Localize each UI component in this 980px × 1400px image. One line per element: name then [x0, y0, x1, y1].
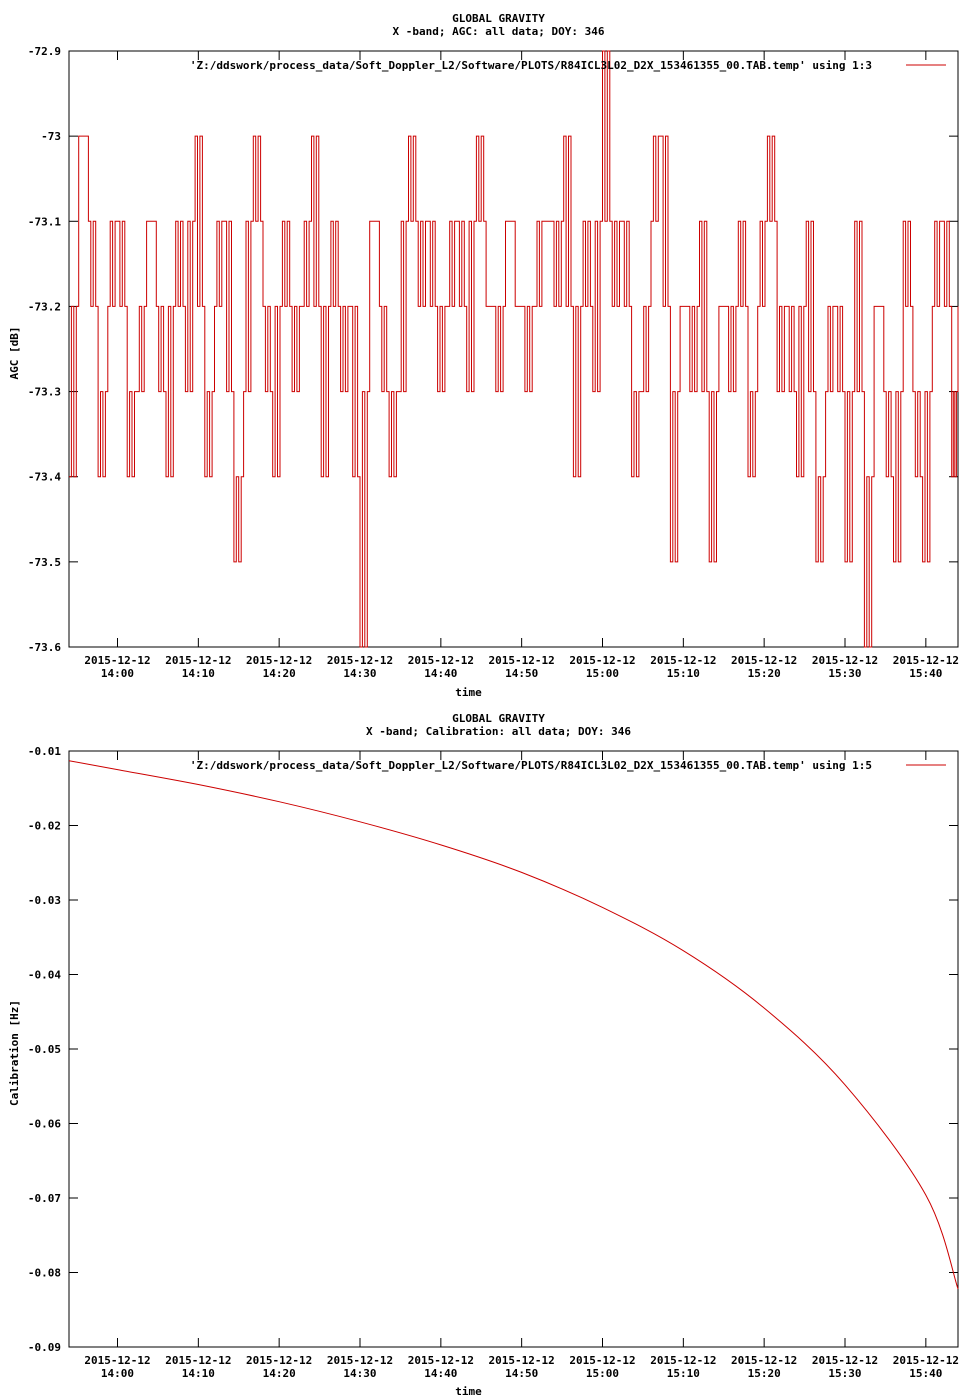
x-tick-date-label: 2015-12-12 [327, 1354, 393, 1367]
x-tick-date-label: 2015-12-12 [84, 1354, 150, 1367]
x-tick-time-label: 14:20 [263, 1367, 296, 1380]
x-tick-date-label: 2015-12-12 [893, 654, 959, 667]
y-tick-label: -0.05 [28, 1043, 61, 1056]
x-tick-time-label: 14:10 [182, 667, 215, 680]
y-tick-label: -0.06 [28, 1118, 61, 1131]
x-tick-time-label: 14:10 [182, 1367, 215, 1380]
x-tick-time-label: 14:30 [343, 1367, 376, 1380]
chart-title: GLOBAL GRAVITY [452, 712, 545, 725]
y-tick-label: -0.08 [28, 1267, 61, 1280]
x-tick-time-label: 14:50 [505, 667, 538, 680]
x-tick-date-label: 2015-12-12 [893, 1354, 959, 1367]
x-tick-date-label: 2015-12-12 [408, 654, 474, 667]
x-tick-date-label: 2015-12-12 [165, 1354, 231, 1367]
series-line-1 [69, 50, 959, 648]
x-tick-time-label: 14:30 [343, 667, 376, 680]
x-tick-date-label: 2015-12-12 [650, 1354, 716, 1367]
x-axis-label: time [455, 1385, 482, 1398]
x-axis-label: time [455, 686, 482, 699]
x-tick-time-label: 15:20 [748, 667, 781, 680]
x-tick-time-label: 15:10 [667, 1367, 700, 1380]
chart-subtitle: X -band; AGC: all data; DOY: 346 [393, 25, 605, 38]
y-tick-label: -73.3 [28, 386, 61, 399]
y-tick-label: -73.2 [28, 300, 61, 313]
y-axis-label: Calibration [Hz] [8, 1000, 21, 1106]
y-tick-label: -73.5 [28, 556, 61, 569]
x-tick-date-label: 2015-12-12 [569, 654, 635, 667]
x-tick-date-label: 2015-12-12 [408, 1354, 474, 1367]
x-tick-date-label: 2015-12-12 [569, 1354, 635, 1367]
y-tick-label: -73.4 [28, 471, 61, 484]
legend-entry: 'Z:/ddswork/process_data/Soft_Doppler_L2… [190, 759, 872, 772]
y-tick-label: -72.9 [28, 45, 61, 58]
x-tick-time-label: 15:00 [586, 1367, 619, 1380]
x-tick-time-label: 15:40 [909, 667, 942, 680]
x-tick-time-label: 15:40 [909, 1367, 942, 1380]
legend-entry: 'Z:/ddswork/process_data/Soft_Doppler_L2… [190, 59, 872, 72]
x-tick-time-label: 14:20 [263, 667, 296, 680]
x-tick-time-label: 15:20 [748, 1367, 781, 1380]
y-axis-label: AGC [dB] [8, 327, 21, 380]
x-tick-time-label: 15:10 [667, 667, 700, 680]
x-tick-date-label: 2015-12-12 [327, 654, 393, 667]
x-tick-date-label: 2015-12-12 [731, 1354, 797, 1367]
chart-subtitle: X -band; Calibration: all data; DOY: 346 [366, 725, 631, 738]
x-tick-time-label: 15:30 [828, 667, 861, 680]
x-tick-date-label: 2015-12-12 [812, 654, 878, 667]
y-tick-label: -0.09 [28, 1341, 61, 1354]
y-tick-label: -0.01 [28, 745, 61, 758]
x-tick-time-label: 14:40 [424, 1367, 457, 1380]
x-tick-time-label: 14:40 [424, 667, 457, 680]
x-tick-date-label: 2015-12-12 [650, 654, 716, 667]
y-tick-label: -73.6 [28, 641, 61, 654]
x-tick-date-label: 2015-12-12 [489, 654, 555, 667]
x-tick-date-label: 2015-12-12 [84, 654, 150, 667]
series-line-1 [68, 760, 959, 1290]
x-tick-date-label: 2015-12-12 [246, 654, 312, 667]
x-tick-date-label: 2015-12-12 [165, 654, 231, 667]
x-tick-date-label: 2015-12-12 [246, 1354, 312, 1367]
x-tick-date-label: 2015-12-12 [731, 654, 797, 667]
y-tick-label: -0.04 [28, 969, 61, 982]
x-tick-time-label: 14:00 [101, 667, 134, 680]
chart-title: GLOBAL GRAVITY [452, 12, 545, 25]
y-tick-label: -0.03 [28, 894, 61, 907]
y-tick-label: -73 [41, 130, 61, 143]
x-tick-time-label: 15:00 [586, 667, 619, 680]
x-tick-time-label: 14:00 [101, 1367, 134, 1380]
x-tick-date-label: 2015-12-12 [812, 1354, 878, 1367]
y-tick-label: -0.02 [28, 820, 61, 833]
x-tick-time-label: 15:30 [828, 1367, 861, 1380]
plot-frame [68, 750, 959, 1348]
y-tick-label: -0.07 [28, 1192, 61, 1205]
x-tick-date-label: 2015-12-12 [489, 1354, 555, 1367]
y-tick-label: -73.1 [28, 215, 61, 228]
x-tick-time-label: 14:50 [505, 1367, 538, 1380]
